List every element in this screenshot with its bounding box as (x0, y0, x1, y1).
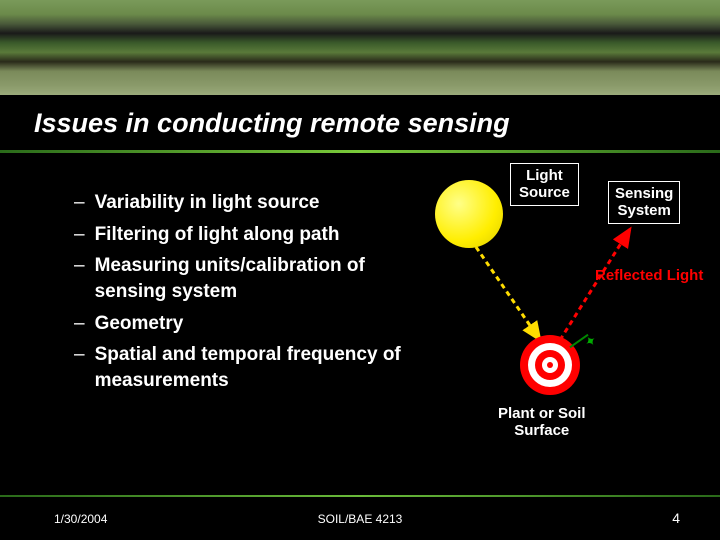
slide-title: Issues in conducting remote sensing (34, 108, 510, 139)
bullet-dash: – (74, 311, 85, 337)
target-ring (542, 357, 558, 373)
divider-top (0, 150, 720, 153)
bullet-text: Variability in light source (95, 190, 320, 216)
bullet-list: – Variability in light source – Filterin… (74, 190, 404, 399)
bullet-text: Spatial and temporal frequency of measur… (95, 342, 404, 393)
reflected-light-label: Reflected Light (595, 267, 703, 284)
bullet-dash: – (74, 342, 85, 368)
label-text: LightSource (519, 167, 570, 201)
target-ring (535, 350, 565, 380)
bullet-dash: – (74, 190, 85, 216)
sensing-system-label: SensingSystem (608, 181, 680, 224)
target-center (547, 362, 553, 368)
list-item: – Geometry (74, 311, 404, 337)
bullet-text: Measuring units/calibration of sensing s… (95, 253, 404, 304)
target-ring (528, 343, 572, 387)
remote-sensing-diagram: LightSource SensingSystem Reflected Ligh… (400, 165, 700, 455)
bullet-text: Geometry (95, 311, 184, 337)
list-item: – Spatial and temporal frequency of meas… (74, 342, 404, 393)
list-item: – Filtering of light along path (74, 222, 404, 248)
label-text: SensingSystem (615, 185, 673, 219)
bullet-text: Filtering of light along path (95, 222, 340, 248)
list-item: – Variability in light source (74, 190, 404, 216)
footer-page-number: 4 (672, 510, 680, 526)
list-item: – Measuring units/calibration of sensing… (74, 253, 404, 304)
bullet-dash: – (74, 222, 85, 248)
footer-course: SOIL/BAE 4213 (0, 512, 720, 526)
light-source-icon (435, 180, 503, 248)
header-landscape-bg (0, 0, 720, 95)
light-source-label: LightSource (510, 163, 579, 206)
bullet-dash: – (74, 253, 85, 279)
plant-surface-label: Plant or SoilSurface (498, 405, 586, 440)
label-text: Plant or SoilSurface (498, 405, 586, 439)
divider-bottom (0, 495, 720, 497)
